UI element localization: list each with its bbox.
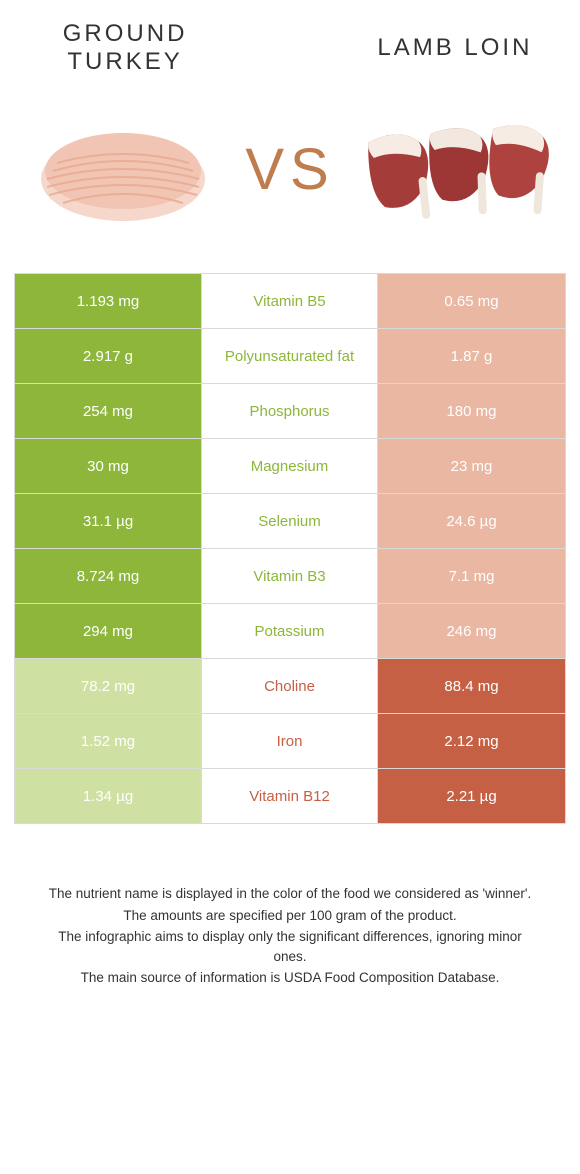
nutrient-name: Phosphorus [202, 384, 378, 438]
nutrient-comparison-table: 1.193 mgVitamin B50.65 mg2.917 gPolyunsa… [14, 273, 566, 824]
nutrient-name: Vitamin B3 [202, 549, 378, 603]
comparison-header: GROUND TURKEY LAMB LOIN [14, 20, 566, 79]
left-value: 8.724 mg [15, 549, 202, 603]
nutrient-name: Selenium [202, 494, 378, 548]
nutrient-name: Polyunsaturated fat [202, 329, 378, 383]
left-value: 294 mg [15, 604, 202, 658]
right-value: 246 mg [378, 604, 565, 658]
right-food-title: LAMB LOIN [354, 34, 556, 62]
left-value: 254 mg [15, 384, 202, 438]
table-row: 2.917 gPolyunsaturated fat1.87 g [15, 328, 565, 383]
vs-label: VS [236, 136, 344, 203]
table-row: 31.1 µgSelenium24.6 µg [15, 493, 565, 548]
nutrient-name: Vitamin B5 [202, 274, 378, 328]
table-row: 254 mgPhosphorus180 mg [15, 383, 565, 438]
right-value: 1.87 g [378, 329, 565, 383]
table-row: 1.34 µgVitamin B122.21 µg [15, 768, 565, 823]
left-value: 78.2 mg [15, 659, 202, 713]
left-value: 1.52 mg [15, 714, 202, 768]
right-value: 180 mg [378, 384, 565, 438]
footnotes: The nutrient name is displayed in the co… [14, 824, 566, 988]
nutrient-name: Iron [202, 714, 378, 768]
right-value: 2.21 µg [378, 769, 565, 823]
footnote-line: The nutrient name is displayed in the co… [42, 884, 538, 904]
table-row: 78.2 mgCholine88.4 mg [15, 658, 565, 713]
table-row: 8.724 mgVitamin B37.1 mg [15, 548, 565, 603]
left-food-title: GROUND TURKEY [24, 20, 226, 75]
table-row: 1.52 mgIron2.12 mg [15, 713, 565, 768]
footnote-line: The main source of information is USDA F… [42, 968, 538, 988]
nutrient-name: Vitamin B12 [202, 769, 378, 823]
right-value: 0.65 mg [378, 274, 565, 328]
table-row: 30 mgMagnesium23 mg [15, 438, 565, 493]
left-value: 1.34 µg [15, 769, 202, 823]
nutrient-name: Potassium [202, 604, 378, 658]
right-value: 23 mg [378, 439, 565, 493]
table-row: 294 mgPotassium246 mg [15, 603, 565, 658]
nutrient-name: Choline [202, 659, 378, 713]
comparison-images: VS [14, 79, 566, 273]
table-row: 1.193 mgVitamin B50.65 mg [15, 273, 565, 328]
right-value: 2.12 mg [378, 714, 565, 768]
left-value: 30 mg [15, 439, 202, 493]
right-value: 7.1 mg [378, 549, 565, 603]
right-value: 24.6 µg [378, 494, 565, 548]
nutrient-name: Magnesium [202, 439, 378, 493]
ground-turkey-image [20, 89, 225, 249]
right-value: 88.4 mg [378, 659, 565, 713]
footnote-line: The amounts are specified per 100 gram o… [42, 906, 538, 926]
footnote-line: The infographic aims to display only the… [42, 927, 538, 966]
left-value: 2.917 g [15, 329, 202, 383]
left-value: 31.1 µg [15, 494, 202, 548]
left-value: 1.193 mg [15, 274, 202, 328]
lamb-loin-image [355, 89, 560, 249]
